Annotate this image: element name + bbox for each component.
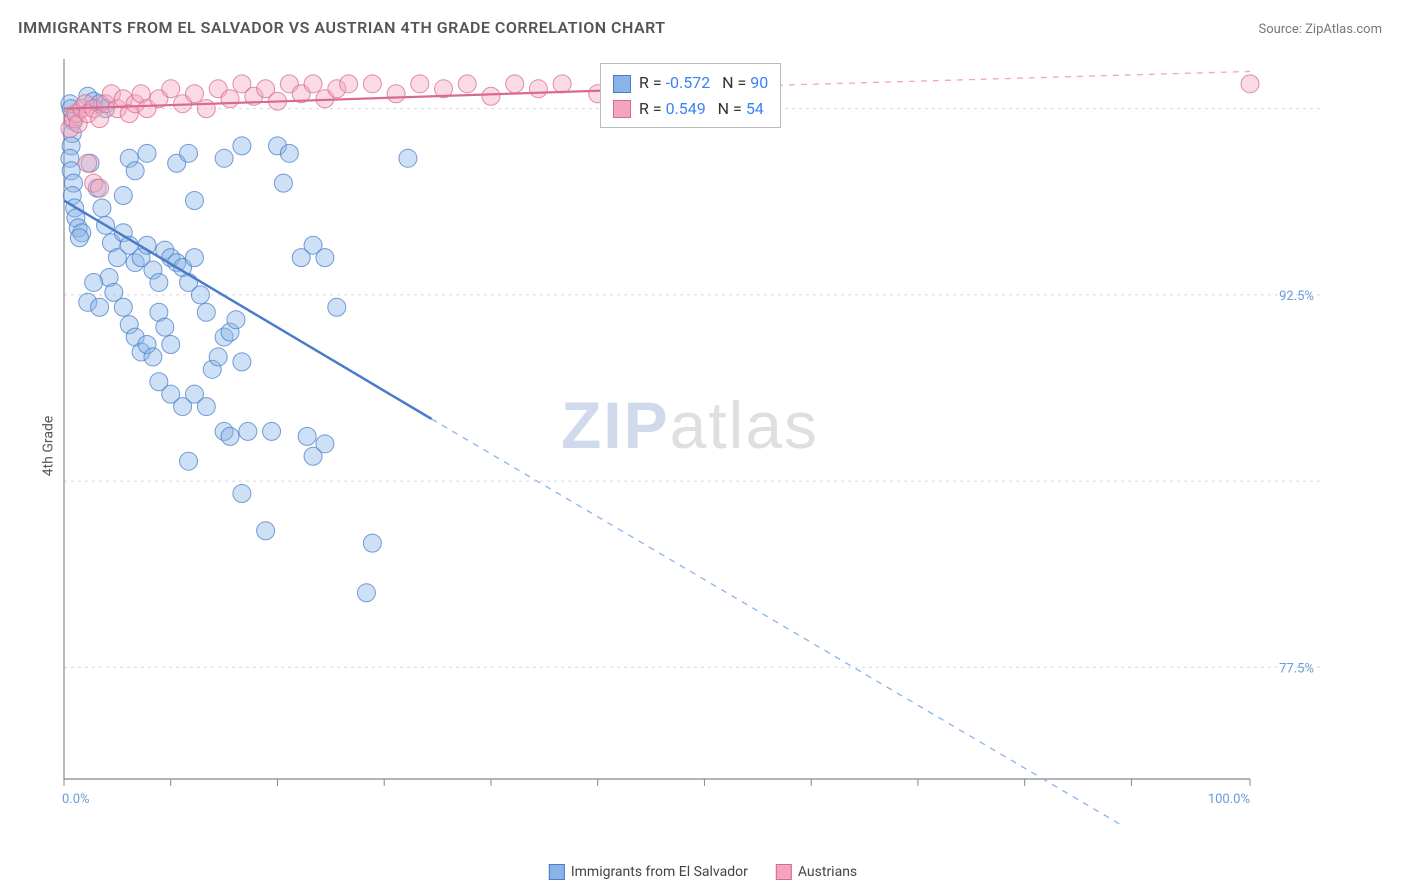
legend-swatch [776, 864, 792, 880]
stats-n-value: 54 [746, 99, 764, 118]
plot-area: 77.5%92.5%0.0%100.0% ZIPatlas R = -0.572… [60, 55, 1320, 825]
legend-label: Austrians [798, 864, 857, 880]
stats-n-label: N = [706, 99, 746, 118]
stats-n-label: N = [710, 73, 750, 92]
stats-swatch [613, 100, 631, 118]
stats-row: R = -0.572 N = 90 [613, 70, 768, 96]
stats-row: R = 0.549 N = 54 [613, 96, 768, 122]
stats-r-label: R = [639, 99, 666, 118]
legend-swatch [549, 864, 565, 880]
chart-svg: 77.5% 92.5% 0.0% 100.0% [60, 55, 1320, 825]
legend-label: Immigrants from El Salvador [571, 864, 748, 880]
svg-text:100.0%: 100.0% [1208, 792, 1250, 807]
legend-item: Austrians [776, 864, 857, 880]
svg-text:92.5%: 92.5% [1279, 289, 1314, 304]
stats-r-value: -0.572 [666, 73, 711, 92]
source-label: Source: ZipAtlas.com [1258, 22, 1382, 37]
svg-text:0.0%: 0.0% [62, 792, 90, 807]
bottom-legend: Immigrants from El Salvador Austrians [549, 864, 857, 880]
stats-swatch [613, 75, 631, 93]
chart-title: IMMIGRANTS FROM EL SALVADOR VS AUSTRIAN … [18, 18, 666, 37]
stats-r-value: 0.549 [666, 99, 706, 118]
y-axis-label: 4th Grade [40, 416, 56, 477]
stats-n-value: 90 [750, 73, 768, 92]
legend-item: Immigrants from El Salvador [549, 864, 748, 880]
stats-legend-box: R = -0.572 N = 90R = 0.549 N = 54 [600, 63, 781, 128]
stats-r-label: R = [639, 73, 666, 92]
svg-text:77.5%: 77.5% [1279, 661, 1314, 676]
